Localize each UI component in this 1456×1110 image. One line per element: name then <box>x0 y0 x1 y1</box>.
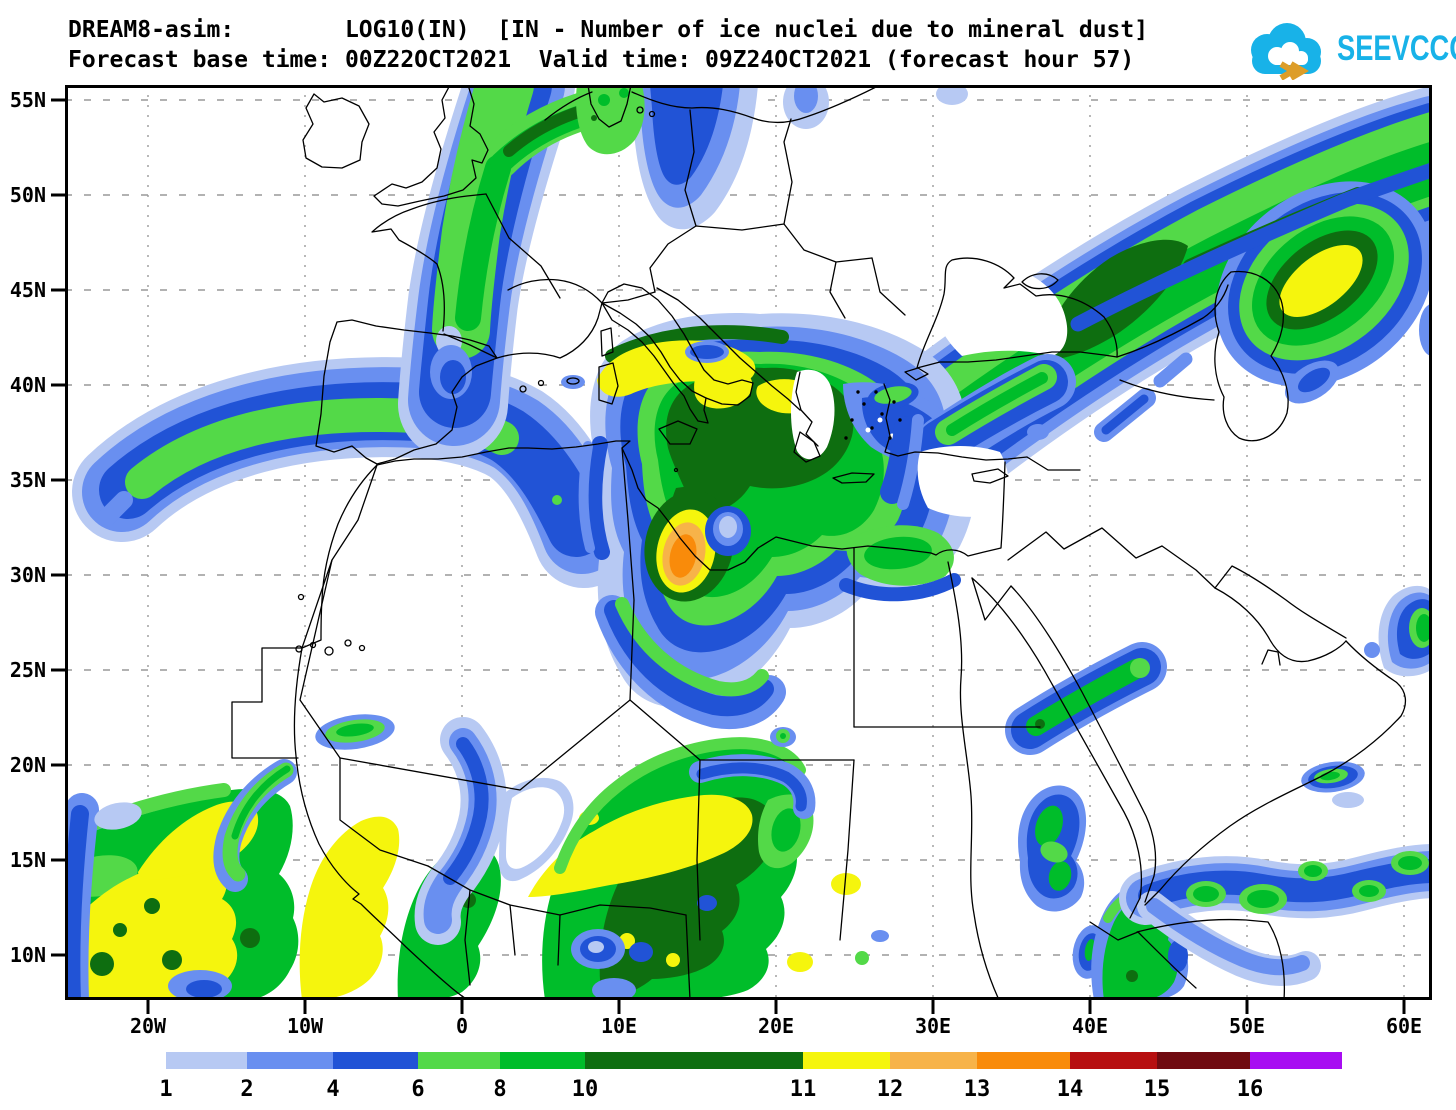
lat-label-50N: 50N <box>10 183 46 207</box>
legend-label-15: 15 <box>1144 1077 1171 1102</box>
legend-label-12: 12 <box>877 1077 904 1102</box>
legend-swatch-10 <box>585 1052 803 1069</box>
legend-label-1: 1 <box>159 1077 172 1102</box>
axis-ticks-and-labels: 20W 10W 0 10E 20E 30E 40E 50E 60E 55N 50N 45N 40N 35N… <box>10 88 1422 1038</box>
lat-label-25N: 25N <box>10 658 46 682</box>
legend-label-4: 4 <box>326 1077 339 1102</box>
color-scale-legend: 1 2 4 6 8 10 11 12 13 14 15 16 <box>159 1052 1342 1102</box>
contour-fills <box>66 86 1431 999</box>
seevccc-logo: SEEVCCC <box>1235 18 1456 80</box>
legend-label-8: 8 <box>493 1077 506 1102</box>
lat-label-10N: 10N <box>10 943 46 967</box>
lon-label-60E: 60E <box>1386 1014 1422 1038</box>
legend-swatch-8 <box>500 1052 585 1069</box>
title-line-2: Forecast base time: 00Z22OCT2021 Valid t… <box>68 46 1135 73</box>
lat-label-15N: 15N <box>10 848 46 872</box>
map-frame <box>65 85 1432 1000</box>
legend-swatch-13 <box>977 1052 1070 1069</box>
lon-label-10W: 10W <box>287 1014 324 1038</box>
legend-label-10: 10 <box>572 1077 599 1102</box>
lat-label-20N: 20N <box>10 753 46 777</box>
legend-swatch-4 <box>333 1052 418 1069</box>
coastlines <box>231 86 1407 999</box>
lon-label-10E: 10E <box>601 1014 637 1038</box>
logo-text: SEEVCCC <box>1337 29 1456 68</box>
cloud-logo-icon <box>1251 23 1321 80</box>
legend-swatch-15 <box>1157 1052 1250 1069</box>
lon-label-40E: 40E <box>1072 1014 1108 1038</box>
lat-label-30N: 30N <box>10 563 46 587</box>
legend-label-11: 11 <box>790 1077 817 1102</box>
lon-label-0: 0 <box>456 1014 468 1038</box>
legend-swatch-14 <box>1070 1052 1157 1069</box>
lon-label-20W: 20W <box>130 1014 167 1038</box>
lon-label-50E: 50E <box>1229 1014 1265 1038</box>
legend-label-16: 16 <box>1237 1077 1264 1102</box>
lat-label-35N: 35N <box>10 468 46 492</box>
legend-swatch-2 <box>247 1052 333 1069</box>
lat-label-45N: 45N <box>10 278 46 302</box>
lon-label-30E: 30E <box>915 1014 951 1038</box>
legend-label-13: 13 <box>964 1077 991 1102</box>
legend-swatch-12 <box>890 1052 977 1069</box>
legend-swatch-11 <box>803 1052 890 1069</box>
legend-swatch-16 <box>1250 1052 1342 1069</box>
legend-label-6: 6 <box>411 1077 424 1102</box>
title-line-1: DREAM8-asim: LOG10(IN) [IN - Number of i… <box>68 17 1149 43</box>
legend-swatch-1 <box>166 1052 247 1069</box>
header: DREAM8-asim: LOG10(IN) [IN - Number of i… <box>68 16 1148 76</box>
lat-label-55N: 55N <box>10 88 46 112</box>
legend-swatch-6 <box>418 1052 500 1069</box>
lat-label-40N: 40N <box>10 373 46 397</box>
legend-label-2: 2 <box>240 1077 253 1102</box>
lon-label-20E: 20E <box>758 1014 794 1038</box>
legend-label-14: 14 <box>1057 1077 1084 1102</box>
